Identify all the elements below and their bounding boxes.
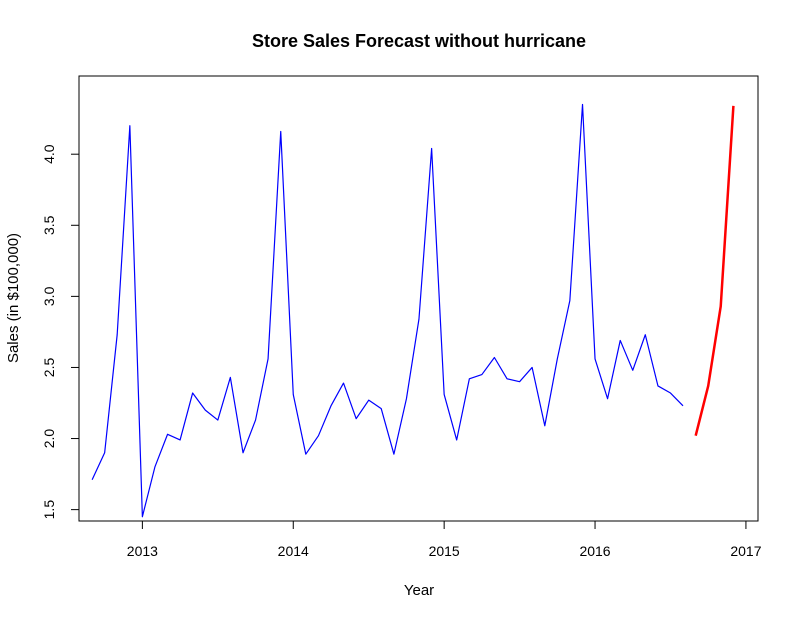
plot-area-border: [78, 75, 759, 522]
x-axis-label: Year: [404, 582, 434, 599]
x-axis: 2013 2014 2015 2016 2017: [127, 520, 762, 559]
chart-title: Store Sales Forecast without hurricane: [252, 31, 586, 51]
y-tick-label: 3.0: [41, 286, 57, 306]
y-tick-label: 2.5: [41, 358, 57, 378]
y-tick-label: 4.0: [41, 144, 57, 164]
series-forecast-line: [694, 105, 735, 437]
series-history-line: [91, 103, 684, 518]
y-axis-label: Sales (in $100,000): [5, 233, 22, 363]
y-tick-label: 1.5: [41, 500, 57, 520]
x-tick-label: 2017: [730, 543, 761, 559]
x-tick-label: 2013: [127, 543, 158, 559]
series-layer: [91, 103, 735, 518]
y-axis: 1.5 2.0 2.5 3.0 3.5 4.0: [41, 144, 80, 520]
y-tick-label: 3.5: [41, 215, 57, 235]
y-tick-label: 2.0: [41, 429, 57, 449]
x-tick-label: 2016: [579, 543, 610, 559]
x-tick-label: 2014: [278, 543, 309, 559]
x-tick-label: 2015: [429, 543, 460, 559]
